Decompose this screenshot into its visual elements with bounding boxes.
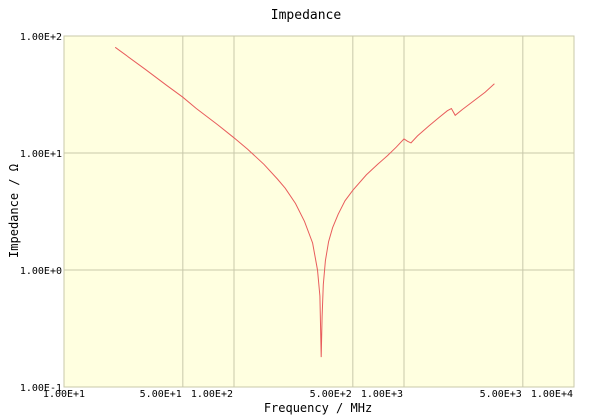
x-tick-label: 1.00E+4: [531, 389, 573, 400]
y-tick-label: 1.00E+1: [20, 149, 62, 160]
y-tick-label: 1.00E-1: [20, 383, 62, 394]
y-tick-label: 1.00E+2: [20, 32, 62, 43]
x-tick-label: 1.00E+2: [191, 389, 233, 400]
x-tick-label: 1.00E+1: [43, 389, 85, 400]
x-tick-label: 5.00E+2: [310, 389, 352, 400]
y-tick-label: 1.00E+0: [20, 266, 62, 277]
y-axis-label: Impedance / Ω: [7, 164, 21, 258]
x-tick-label: 5.00E+1: [140, 389, 182, 400]
plot-area: [63, 35, 575, 388]
x-tick-label: 1.00E+3: [361, 389, 403, 400]
impedance-series-line: [114, 46, 495, 358]
chart-title: Impedance: [271, 8, 342, 23]
x-tick-label: 5.00E+3: [480, 389, 522, 400]
x-axis-label: Frequency / MHz: [264, 401, 372, 415]
